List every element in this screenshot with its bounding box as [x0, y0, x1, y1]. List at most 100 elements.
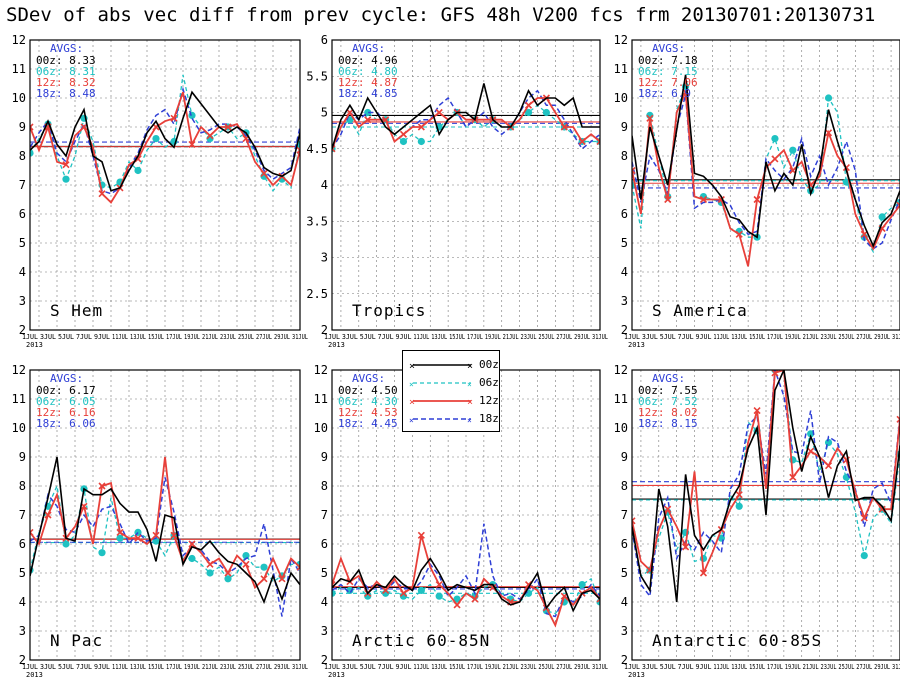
- avg-label-18z: 18z: 4.85: [338, 87, 398, 100]
- x-tick-label: 17JUL: [467, 333, 483, 341]
- x-tick-label: 31JUL: [592, 663, 608, 671]
- y-tick-label: 6: [621, 537, 628, 551]
- plot-frame: [29, 39, 301, 331]
- x-tick-label: 31JUL: [892, 333, 900, 341]
- avg-label-06z: 06z: 7.15: [638, 65, 698, 78]
- svg-text:×: ×: [467, 397, 473, 408]
- avgs-title: AVGS:: [352, 42, 385, 55]
- x-tick-label: 7JUL: [378, 663, 394, 671]
- data-point-12z: [382, 116, 390, 124]
- y-tick-label: 11: [12, 62, 26, 76]
- data-point-12z: [735, 230, 743, 238]
- x-year-label: 2013: [328, 671, 345, 679]
- data-point-06z: [116, 534, 124, 542]
- panel-name: Antarctic 60-85S: [652, 631, 822, 650]
- x-tick-label: 19JUL: [485, 333, 501, 341]
- x-tick-label: 27JUL: [556, 333, 572, 341]
- x-tick-label: 7JUL: [678, 663, 694, 671]
- x-tick-label: 15JUL: [749, 663, 765, 671]
- x-tick-label: 19JUL: [184, 663, 200, 671]
- series-line-00z: [332, 83, 600, 150]
- data-point-12z: [824, 462, 833, 470]
- svg-text:×: ×: [409, 361, 415, 372]
- svg-text:×: ×: [467, 416, 472, 425]
- x-tick-label: 15JUL: [148, 663, 164, 671]
- x-tick-label: 21JUL: [503, 663, 519, 671]
- y-tick-label: 11: [614, 62, 628, 76]
- y-tick-label: 8: [621, 479, 628, 493]
- avg-label-00z: 00z: 4.96: [338, 54, 398, 67]
- data-point-12z: [664, 505, 672, 513]
- data-point-06z: [860, 552, 868, 560]
- data-point-12z: [170, 114, 178, 122]
- y-tick-label: 7: [621, 508, 628, 522]
- panel-name: S America: [652, 301, 748, 320]
- y-tick-label: 3.5: [306, 214, 328, 228]
- y-tick-label: 3: [321, 624, 328, 638]
- y-tick-label: 4: [321, 595, 328, 609]
- data-point-06z: [260, 563, 268, 571]
- x-tick-label: 23JUL: [220, 333, 236, 341]
- x-tick-label: 29JUL: [274, 663, 290, 671]
- avg-label-00z: 00z: 8.33: [36, 54, 96, 67]
- data-point-12z: [134, 534, 142, 542]
- x-tick-label: 5JUL: [58, 333, 74, 341]
- x-year-label: 2013: [26, 341, 43, 349]
- data-point-06z: [346, 586, 354, 595]
- y-tick-label: 3: [19, 294, 26, 308]
- y-tick-label: 6: [19, 207, 26, 221]
- avgs-title: AVGS:: [652, 42, 685, 55]
- y-tick-label: 4: [19, 265, 26, 279]
- legend-swatch: × ×: [409, 361, 473, 372]
- legend-swatch: × ×: [409, 380, 472, 389]
- x-tick-label: 1JUL: [624, 333, 640, 341]
- x-tick-label: 1JUL: [324, 663, 340, 671]
- y-tick-label: 5: [19, 236, 26, 250]
- data-point-06z: [206, 569, 214, 577]
- data-point-12z: [170, 531, 178, 539]
- x-tick-label: 29JUL: [574, 333, 590, 341]
- avg-label-06z: 06z: 4.80: [338, 65, 398, 78]
- plot-frame: [631, 39, 900, 331]
- y-tick-label: 2: [19, 323, 26, 337]
- x-tick-label: 11JUL: [112, 663, 128, 671]
- data-point-12z: [116, 528, 124, 536]
- x-tick-label: 9JUL: [395, 333, 411, 341]
- y-tick-label: 6: [621, 207, 628, 221]
- y-tick-label: 6: [321, 33, 328, 47]
- y-tick-label: 9: [321, 450, 328, 464]
- data-point-12z: [382, 586, 390, 594]
- avg-label-18z: 18z: 6.06: [36, 417, 96, 430]
- avg-label-18z: 18z: 8.15: [638, 417, 698, 430]
- avg-label-12z: 12z: 6.16: [36, 406, 96, 419]
- data-point-06z: [134, 166, 142, 175]
- panel-name: Tropics: [352, 301, 426, 320]
- x-tick-label: 23JUL: [521, 333, 537, 341]
- data-point-12z: [399, 130, 408, 138]
- data-point-12z: [364, 116, 372, 124]
- x-tick-label: 25JUL: [538, 333, 554, 341]
- page-title: SDev of abs vec diff from prev cycle: GF…: [6, 4, 876, 26]
- y-tick-label: 7: [321, 508, 328, 522]
- x-tick-label: 31JUL: [292, 333, 308, 341]
- data-point-12z: [807, 447, 815, 455]
- data-point-12z: [296, 563, 300, 571]
- data-point-12z: [242, 560, 250, 568]
- series-line-00z: [30, 90, 300, 192]
- y-tick-label: 3: [621, 294, 628, 308]
- data-point-12z: [98, 190, 106, 198]
- series-line-06z: [30, 74, 300, 192]
- y-tick-label: 6: [321, 537, 328, 551]
- data-point-12z: [699, 569, 708, 577]
- x-tick-label: 3JUL: [40, 663, 56, 671]
- data-point-12z: [524, 581, 533, 589]
- data-point-06z: [62, 540, 70, 548]
- y-tick-label: 10: [12, 421, 26, 435]
- data-point-06z: [417, 586, 425, 595]
- x-tick-label: 27JUL: [256, 333, 272, 341]
- legend-label: 06z: [479, 376, 499, 389]
- x-tick-label: 21JUL: [202, 663, 218, 671]
- x-tick-label: 3JUL: [642, 333, 658, 341]
- x-tick-label: 23JUL: [220, 663, 236, 671]
- avg-label-00z: 00z: 4.50: [338, 384, 398, 397]
